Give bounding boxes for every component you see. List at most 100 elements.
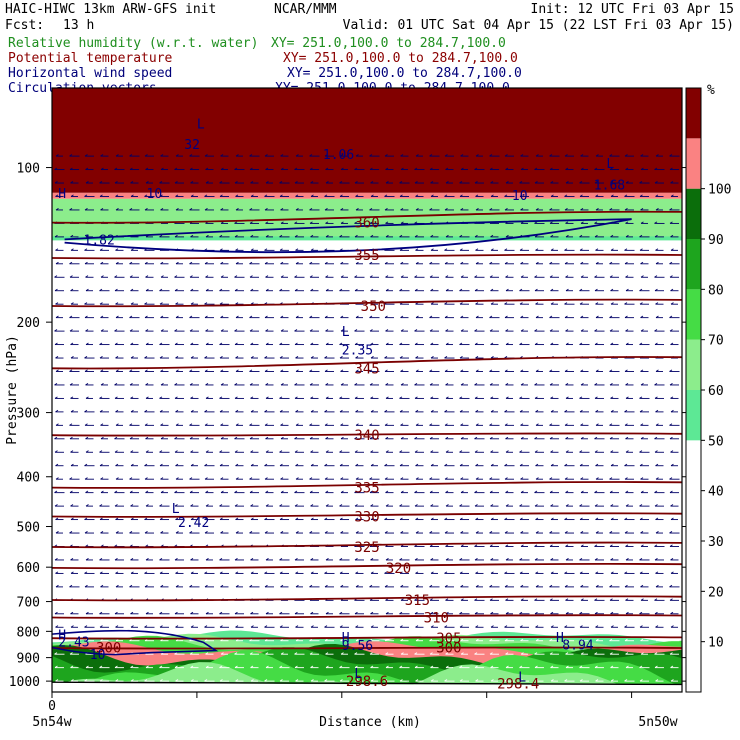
wind-vector-head — [595, 369, 599, 372]
wind-vector-head — [445, 234, 449, 238]
wind-vector-head — [459, 248, 463, 251]
wind-vector-head — [325, 504, 329, 507]
wind-vector-head — [234, 234, 238, 238]
wind-vector-head — [339, 450, 343, 453]
wind-vector-head — [235, 409, 239, 413]
wind-vector-head — [234, 167, 238, 170]
x-start-label: 5n54w — [32, 715, 71, 730]
wind-vector-head — [625, 167, 629, 170]
wind-vector-head — [385, 221, 389, 224]
wind-vector-head — [189, 275, 193, 278]
wind-vector-head — [265, 329, 269, 332]
wind-vector-head — [639, 396, 643, 399]
wind-vector-head — [339, 396, 343, 399]
wind-vector-head — [250, 679, 254, 682]
wind-vector-head — [70, 463, 74, 467]
ground — [52, 682, 682, 692]
colorbar-box — [686, 591, 701, 642]
wind-vector-head — [564, 248, 568, 251]
wind-vector-head — [460, 369, 464, 372]
wind-vector-head — [145, 329, 149, 332]
wind-vector-head — [265, 382, 269, 386]
wind-vector-head — [100, 315, 104, 319]
wind-vector-head — [535, 207, 539, 211]
wind-vector-head — [384, 477, 388, 480]
wind-vector-head — [670, 679, 674, 682]
wind-vector-head — [654, 490, 658, 494]
wind-vector-head — [549, 584, 553, 588]
wind-vector-head — [400, 490, 404, 494]
wind-vector-head — [175, 356, 179, 359]
wind-vector-head — [459, 463, 463, 467]
wind-vector-head — [505, 490, 509, 494]
wind-vector-head — [400, 598, 404, 601]
wind-vector-head — [129, 531, 133, 534]
wind-vector-head — [594, 275, 598, 278]
wind-vector-head — [310, 409, 314, 413]
wind-vector-head — [55, 463, 59, 467]
wind-vector-head — [280, 652, 284, 655]
wind-vector-head — [205, 436, 209, 440]
wind-vector-head — [159, 571, 163, 574]
wind-vector-head — [595, 679, 599, 682]
wind-vector-head — [204, 477, 208, 480]
wind-vector-head — [114, 611, 118, 615]
wind-vector-head — [445, 544, 449, 547]
wind-vector-head — [324, 409, 328, 413]
wind-vector-head — [594, 382, 598, 386]
wind-vector-head — [610, 409, 614, 413]
wind-vector-head — [159, 234, 163, 238]
wind-vector-head — [474, 382, 478, 386]
wind-vector-head — [294, 557, 298, 561]
wind-vector-head — [309, 531, 313, 534]
wind-vector-head — [279, 625, 283, 628]
wind-vector-head — [354, 167, 358, 170]
wind-vector-head — [609, 531, 613, 534]
wind-vector-head — [115, 423, 119, 426]
wind-vector-head — [55, 302, 59, 305]
wind-vector-head — [415, 423, 419, 426]
colorbar-tick-label: 80 — [708, 283, 724, 298]
wind-vector-head — [429, 167, 433, 170]
wind-vector-head — [235, 517, 239, 520]
theta-label: 350 — [361, 299, 386, 315]
wind-vector-head — [354, 436, 358, 440]
y-tick-label: 1000 — [9, 675, 40, 690]
wind-vector-head — [310, 571, 314, 574]
wind-vector-head — [609, 436, 613, 440]
wind-vector-head — [264, 154, 268, 157]
wind-vector-head — [190, 181, 194, 184]
wind-vector-head — [339, 463, 343, 467]
wind-vector-head — [519, 302, 523, 305]
wind-vector-head — [579, 571, 583, 574]
wind-vector-head — [310, 611, 314, 615]
wind-vector-head — [399, 665, 403, 669]
wind-vector-head — [55, 207, 59, 211]
wind-vector-head — [579, 665, 583, 669]
wind-vector-head — [370, 571, 374, 574]
wind-vector-head — [445, 329, 449, 332]
wind-vector-head — [625, 450, 629, 453]
extremum-marker: H — [342, 631, 350, 646]
wind-vector-head — [654, 181, 658, 184]
wind-vector-head — [535, 248, 539, 251]
wind-vector-head — [324, 194, 328, 197]
wind-vector-head — [129, 382, 133, 386]
wind-vector-head — [70, 557, 74, 561]
wind-vector-head — [55, 248, 59, 251]
wind-vector-head — [460, 315, 464, 319]
wind-vector-head — [594, 342, 598, 345]
wind-vector-head — [340, 436, 344, 440]
wind-vector-head — [519, 463, 523, 467]
wind-vector-head — [340, 584, 344, 588]
wind-vector-head — [130, 194, 134, 197]
wind-vector-head — [234, 221, 238, 224]
wind-vector-head — [595, 517, 599, 520]
wind-vector-head — [429, 207, 433, 211]
wind-vector-head — [564, 517, 568, 520]
wind-vector-head — [369, 154, 373, 157]
wind-vector-head — [535, 409, 539, 413]
wind-vector-head — [250, 181, 254, 184]
wind-vector-head — [115, 248, 119, 251]
wind-vector-head — [204, 261, 208, 265]
